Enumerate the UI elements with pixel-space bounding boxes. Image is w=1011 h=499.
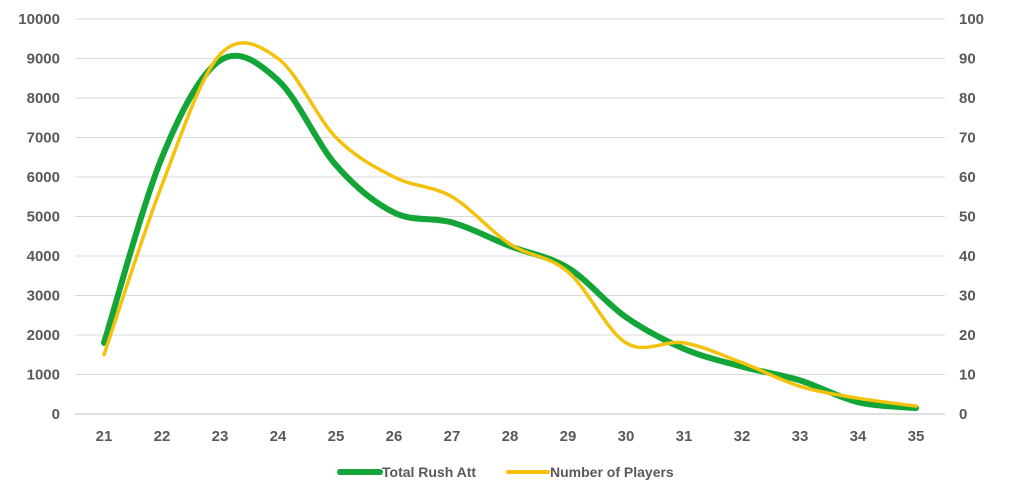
y-tick-label: 1000 [27, 367, 60, 384]
y-tick-label: 6000 [27, 169, 60, 186]
series-line-total-rush-att [101, 52, 919, 412]
y2-tick-label: 70 [959, 130, 976, 147]
y-tick-label: 0 [52, 406, 60, 423]
y2-tick-label: 0 [959, 406, 967, 423]
y-axis-ticks: 0 1000 2000 3000 4000 5000 6000 7000 8000 9000 100… [18, 11, 60, 423]
x-tick-label: 33 [792, 428, 809, 445]
legend-label: Total Rush Att [382, 464, 476, 480]
y-tick-label: 4000 [27, 248, 60, 265]
y-tick-label: 2000 [27, 327, 60, 344]
x-tick-label: 26 [386, 428, 403, 445]
y2-tick-label: 60 [959, 169, 976, 186]
x-axis-ticks: 21 22 23 24 25 26 27 28 29 30 31 32 33 34 35 [96, 428, 925, 445]
y-tick-label: 7000 [27, 130, 60, 147]
y-tick-label: 10000 [18, 11, 60, 28]
x-tick-label: 28 [502, 428, 519, 445]
y-tick-label: 3000 [27, 288, 60, 305]
legend: Total Rush Att Number of Players [337, 464, 674, 480]
y2-tick-label: 100 [959, 11, 984, 28]
x-tick-label: 25 [328, 428, 345, 445]
y-tick-label: 5000 [27, 209, 60, 226]
y2-tick-label: 80 [959, 90, 976, 107]
x-tick-label: 30 [618, 428, 635, 445]
x-tick-label: 24 [270, 428, 287, 445]
x-tick-label: 22 [154, 428, 171, 445]
x-tick-label: 35 [908, 428, 925, 445]
x-tick-label: 34 [850, 428, 867, 445]
y2-axis-ticks: 0 10 20 30 40 50 60 70 80 90 100 [959, 11, 984, 423]
x-tick-label: 31 [676, 428, 693, 445]
x-tick-label: 23 [212, 428, 229, 445]
legend-label: Number of Players [550, 464, 674, 480]
y2-tick-label: 40 [959, 248, 976, 265]
y-tick-label: 8000 [27, 90, 60, 107]
x-tick-label: 27 [444, 428, 461, 445]
y2-tick-label: 10 [959, 367, 976, 384]
y2-tick-label: 20 [959, 327, 976, 344]
x-tick-label: 29 [560, 428, 577, 445]
y2-tick-label: 90 [959, 51, 976, 68]
y2-tick-label: 30 [959, 288, 976, 305]
series-line-number-of-players [102, 41, 918, 408]
y2-tick-label: 50 [959, 209, 976, 226]
series-lines [101, 41, 919, 412]
y-tick-label: 9000 [27, 51, 60, 68]
x-tick-label: 21 [96, 428, 113, 445]
gridlines [75, 18, 945, 415]
x-tick-label: 32 [734, 428, 751, 445]
